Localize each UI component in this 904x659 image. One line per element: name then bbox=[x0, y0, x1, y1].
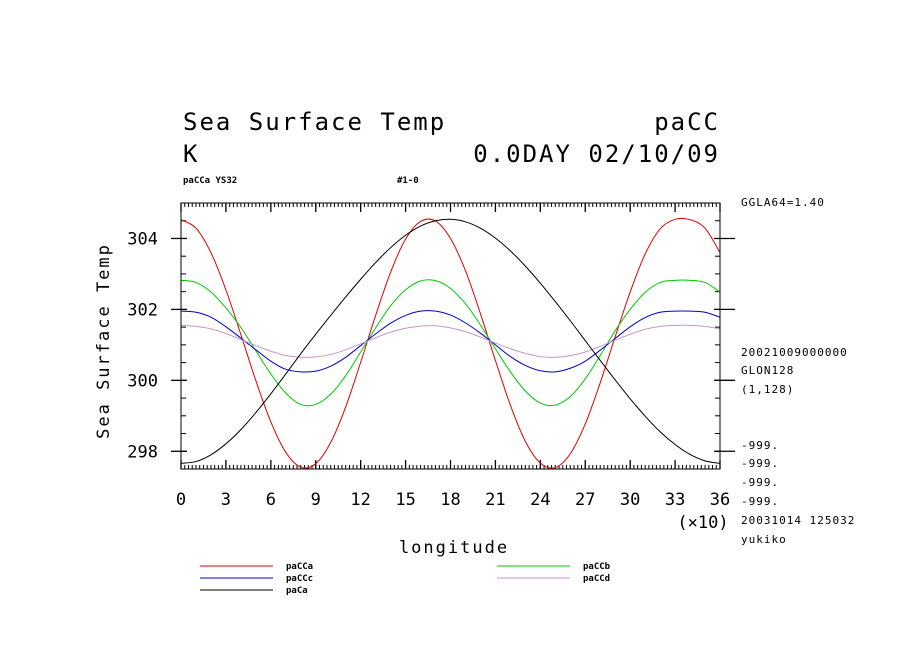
y-tick-label: 300 bbox=[127, 371, 158, 391]
x-tick-label: 33 bbox=[665, 490, 685, 510]
x-tick-label: 15 bbox=[395, 490, 415, 510]
lat-info: GGLA64=1.40 bbox=[741, 196, 825, 209]
series-line-paCa bbox=[180, 218, 721, 464]
chart-title: Sea Surface Temp bbox=[183, 108, 446, 136]
y-tick-label: 304 bbox=[127, 229, 158, 249]
timestamp: 20031014 125032 bbox=[741, 514, 855, 527]
x-tick-label: 12 bbox=[350, 490, 370, 510]
x-tick-label: 24 bbox=[530, 490, 550, 510]
legend-label-paCCc: paCCc bbox=[286, 574, 313, 584]
missing-value: -999. bbox=[741, 439, 779, 452]
run-label: paCCa YS32 bbox=[183, 176, 237, 186]
missing-value: -999. bbox=[741, 495, 779, 508]
y-tick-label: 298 bbox=[127, 442, 158, 462]
time-label: 0.0DAY 02/10/09 bbox=[473, 140, 720, 168]
unit-label: K bbox=[183, 140, 199, 168]
x-tick-label: 30 bbox=[620, 490, 640, 510]
series-line-paCCa bbox=[180, 217, 721, 469]
missing-value: -999. bbox=[741, 476, 779, 489]
x-tick-label: 6 bbox=[266, 490, 276, 510]
model-name: paCC bbox=[654, 108, 720, 136]
missing-value: -999. bbox=[741, 457, 779, 470]
range-info: (1,128) bbox=[741, 383, 794, 396]
legend-label-paCCd: paCCd bbox=[583, 574, 610, 584]
y-axis-label: Sea Surface Temp bbox=[94, 243, 114, 439]
x-tick-label: 27 bbox=[575, 490, 595, 510]
x-tick-label: 36 bbox=[710, 490, 730, 510]
date-info: 20021009000000 bbox=[741, 346, 848, 359]
legend-label-paCa: paCa bbox=[286, 586, 308, 596]
y-tick-label: 302 bbox=[127, 300, 158, 320]
grid-info: GLON128 bbox=[741, 364, 794, 377]
series-line-paCCc bbox=[180, 310, 721, 373]
series-line-paCCb bbox=[180, 279, 721, 407]
user-name: yukiko bbox=[741, 533, 787, 546]
x-multiplier: (×10) bbox=[677, 513, 728, 533]
legend-label-paCCb: paCCb bbox=[583, 562, 611, 572]
x-tick-label: 3 bbox=[221, 490, 231, 510]
page-id: #1-0 bbox=[397, 176, 419, 186]
legend-label-paCCa: paCCa bbox=[286, 562, 313, 572]
x-tick-label: 21 bbox=[485, 490, 505, 510]
x-axis-label: longitude bbox=[399, 538, 509, 558]
series-line-paCCd bbox=[180, 324, 721, 358]
x-tick-label: 9 bbox=[311, 490, 321, 510]
x-tick-label: 0 bbox=[176, 490, 186, 510]
x-tick-label: 18 bbox=[440, 490, 460, 510]
plot-frame bbox=[180, 202, 721, 470]
